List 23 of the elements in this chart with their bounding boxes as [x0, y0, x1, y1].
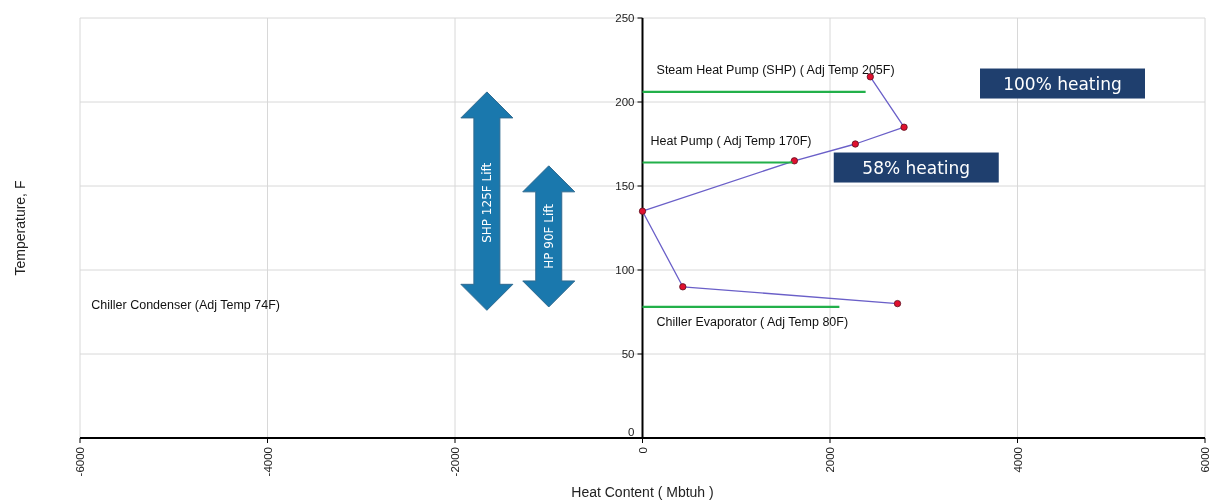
x-tick-label: -4000 — [261, 447, 274, 477]
y-axis-title: Temperature, F — [12, 180, 28, 276]
x-tick-label: 2000 — [824, 447, 836, 473]
y-tick-label: 200 — [615, 96, 635, 108]
y-tick-label: 100 — [615, 264, 635, 276]
x-axis-title: Heat Content ( Mbtuh ) — [571, 484, 714, 500]
y-tick-label: 0 — [628, 426, 635, 438]
annotation: 100% heating — [1003, 73, 1122, 94]
annotation: HP 90F Lift — [541, 203, 556, 269]
annotation: 58% heating — [862, 157, 971, 178]
x-tick-label: 0 — [636, 447, 649, 454]
annotation: SHP 125F Lift — [479, 162, 494, 243]
x-tick-label: 6000 — [1199, 447, 1211, 473]
annotation: Steam Heat Pump (SHP) ( Adj Temp 205F) — [656, 63, 895, 78]
x-tick-label: 4000 — [1011, 447, 1024, 473]
x-tick-label: -6000 — [74, 447, 86, 477]
y-tick-label: 50 — [621, 348, 635, 360]
annotation: Chiller Evaporator ( Adj Temp 80F) — [656, 315, 849, 330]
y-tick-label: 250 — [615, 12, 635, 24]
annotation: Heat Pump ( Adj Temp 170F) — [650, 133, 812, 148]
x-tick-label: -2000 — [449, 447, 461, 477]
annotation: Chiller Condenser (Adj Temp 74F) — [91, 298, 280, 313]
y-tick-label: 150 — [615, 180, 635, 192]
